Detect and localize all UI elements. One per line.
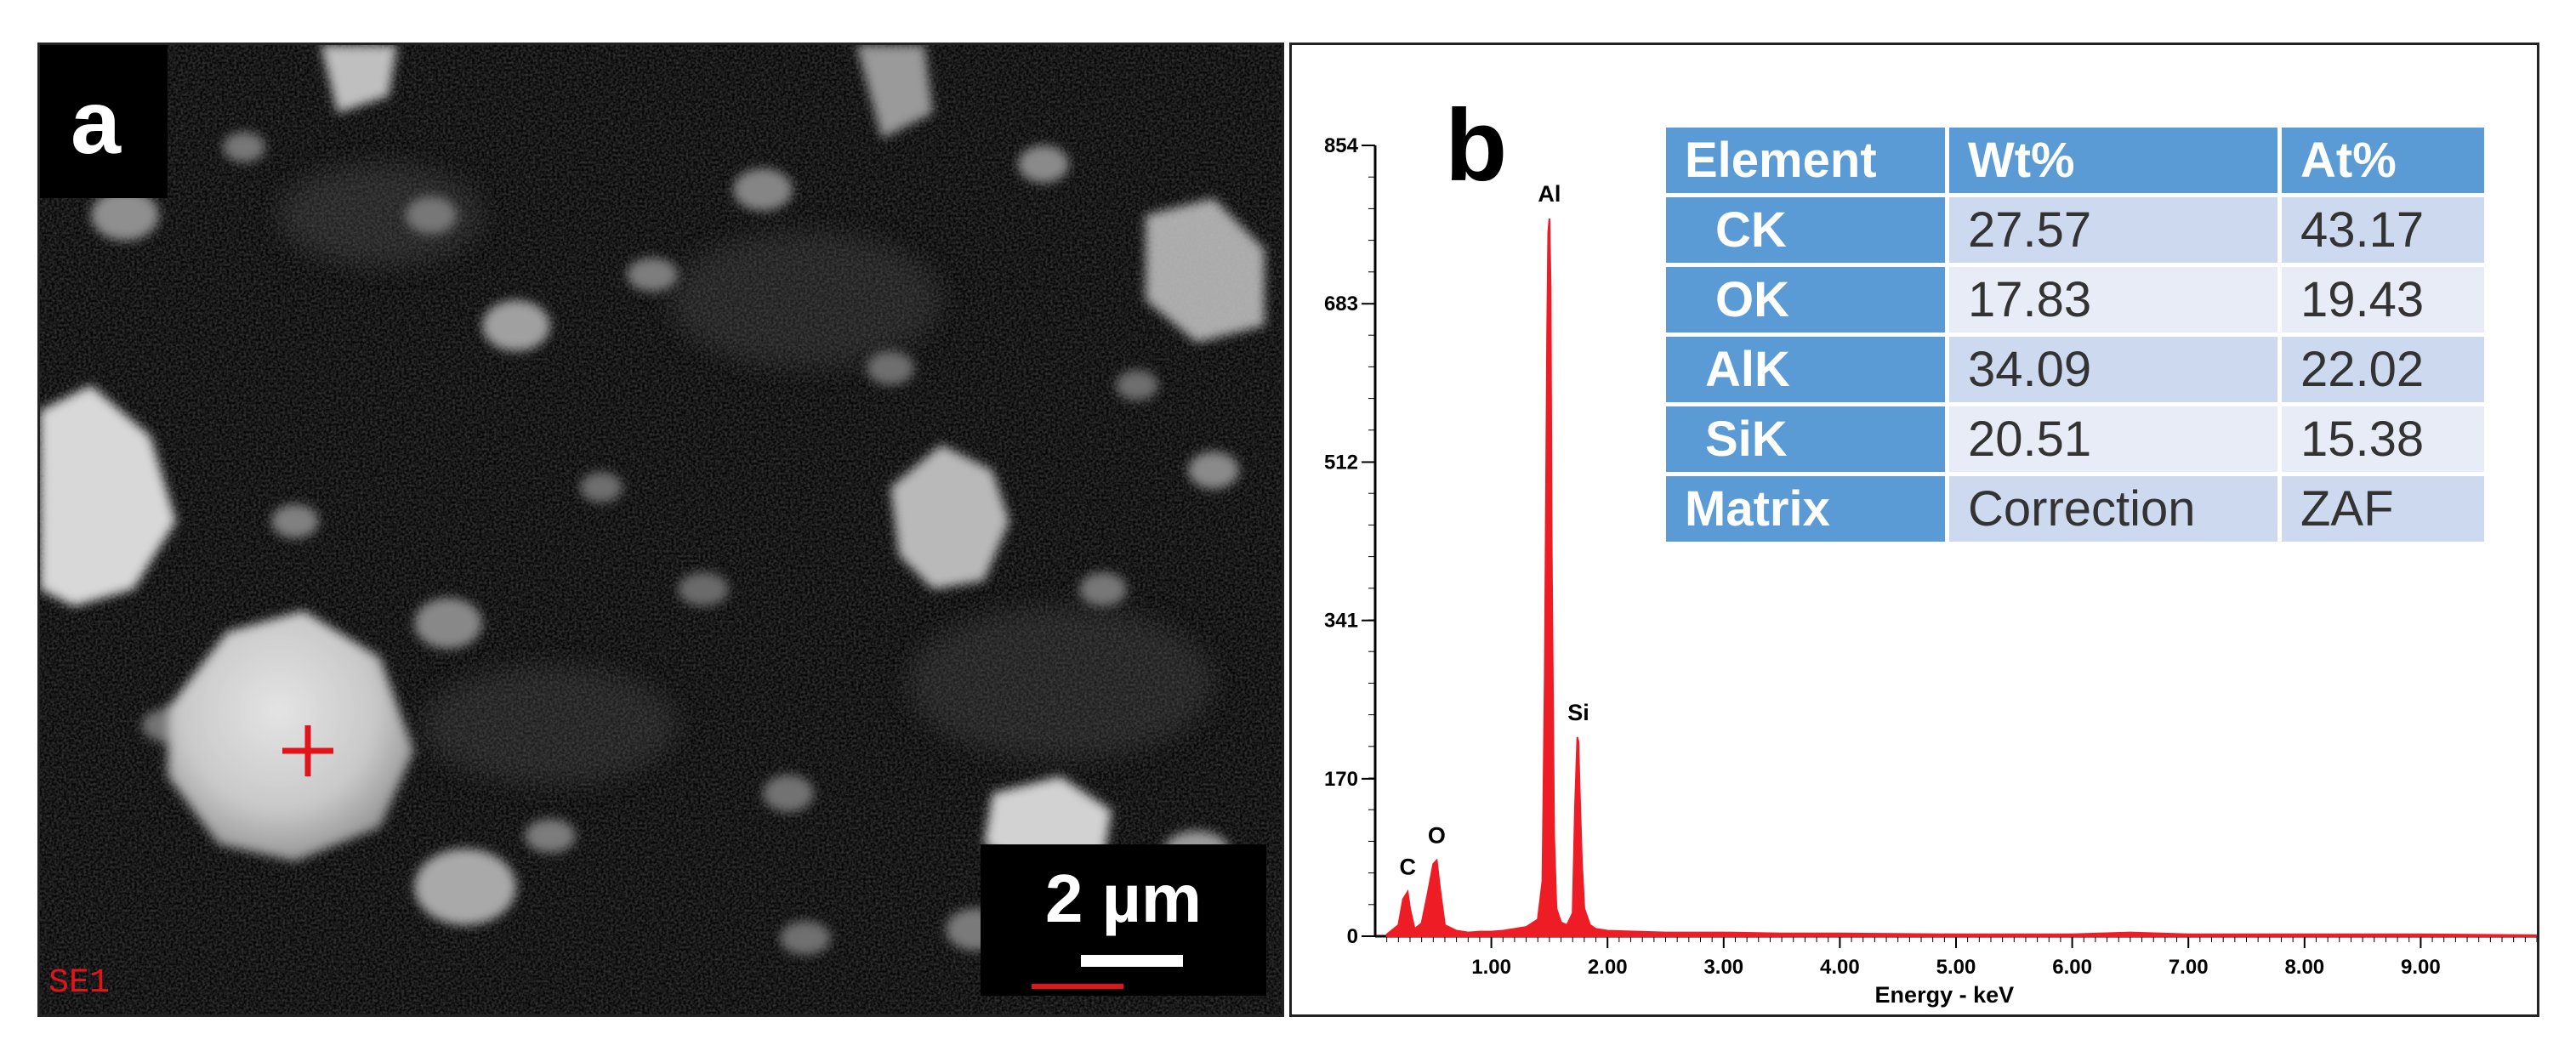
peak-labels: CO Al Si — [1399, 181, 1589, 880]
scale-bar-accent — [1032, 984, 1123, 989]
sem-image — [40, 45, 1282, 1014]
eds-spectrum-chart: 0 170 341 512 683 854 1.00 2.00 3.00 4.00 5.00 6.0… — [1324, 134, 2537, 1008]
analysis-point-marker — [282, 725, 333, 776]
detector-label: SE1 — [48, 964, 111, 1003]
table-row: SiK 20.51 15.38 — [1666, 406, 2484, 472]
x-axis-ticks: 1.00 2.00 3.00 4.00 5.00 6.00 7.00 8.00 9.00 — [1386, 936, 2537, 979]
x-axis-label: Energy - keV — [1875, 982, 2015, 1008]
y-tick-label: 0 — [1347, 925, 1358, 948]
row-wt: 20.51 — [1949, 406, 2277, 472]
x-tick-label: 1.00 — [1471, 956, 1511, 979]
x-tick-label: 6.00 — [2052, 956, 2092, 979]
row-element: AlK — [1666, 337, 1945, 402]
row-at: 43.17 — [2282, 197, 2484, 263]
composition-table: Element Wt% At% CK 27.57 43.17 OK 17.83 … — [1662, 123, 2488, 546]
peak-label-c: C — [1399, 855, 1416, 880]
x-tick-label: 8.00 — [2284, 956, 2324, 979]
table-header-element: Element — [1666, 128, 1945, 193]
table-row: Matrix Correction ZAF — [1666, 476, 2484, 542]
sem-micrograph-panel: a SE1 2 µm — [37, 43, 1284, 1017]
row-wt: 34.09 — [1949, 337, 2277, 402]
y-tick-label: 854 — [1324, 134, 1359, 157]
peak-label-si: Si — [1567, 700, 1589, 725]
row-at: 19.43 — [2282, 267, 2484, 332]
scale-bar: 2 µm — [981, 844, 1266, 996]
row-wt: Correction — [1949, 476, 2277, 542]
x-tick-label: 7.00 — [2169, 956, 2209, 979]
peak-label-o: O — [1428, 823, 1446, 849]
y-axis-ticks: 0 170 341 512 683 854 — [1324, 134, 1375, 948]
row-element: CK — [1666, 197, 1945, 263]
y-tick-label: 341 — [1324, 610, 1358, 633]
row-element: SiK — [1666, 406, 1945, 472]
table-header-row: Element Wt% At% — [1666, 128, 2484, 193]
y-tick-label: 170 — [1324, 768, 1358, 791]
x-tick-label: 5.00 — [1936, 956, 1976, 979]
x-tick-label: 9.00 — [2401, 956, 2441, 979]
table-header-wt: Wt% — [1949, 128, 2277, 193]
row-at: 22.02 — [2282, 337, 2484, 402]
row-wt: 17.83 — [1949, 267, 2277, 332]
row-wt: 27.57 — [1949, 197, 2277, 263]
row-element: OK — [1666, 267, 1945, 332]
panel-a-letter: a — [71, 72, 121, 173]
y-tick-label: 512 — [1324, 451, 1358, 474]
table-row: AlK 34.09 22.02 — [1666, 337, 2484, 402]
x-tick-label: 4.00 — [1820, 956, 1860, 979]
table-row: OK 17.83 19.43 — [1666, 267, 2484, 332]
table-header-at: At% — [2282, 128, 2484, 193]
panel-b-letter: b — [1445, 88, 1508, 202]
hexagonal-particle — [168, 611, 414, 861]
spectrum-series — [1385, 218, 2537, 937]
row-at: ZAF — [2282, 476, 2484, 542]
y-tick-label: 683 — [1324, 293, 1358, 315]
table-row: CK 27.57 43.17 — [1666, 197, 2484, 263]
row-element: Matrix — [1666, 476, 1945, 542]
eds-spectrum-panel: 0 170 341 512 683 854 1.00 2.00 3.00 4.00 5.00 6.0… — [1289, 43, 2539, 1017]
scale-bar-line — [1081, 955, 1183, 967]
x-tick-label: 2.00 — [1588, 956, 1628, 979]
x-tick-label: 3.00 — [1703, 956, 1743, 979]
row-at: 15.38 — [2282, 406, 2484, 472]
scale-bar-label: 2 µm — [1045, 861, 1202, 936]
peak-label-al: Al — [1538, 181, 1561, 207]
panel-a-label-box — [40, 45, 168, 198]
